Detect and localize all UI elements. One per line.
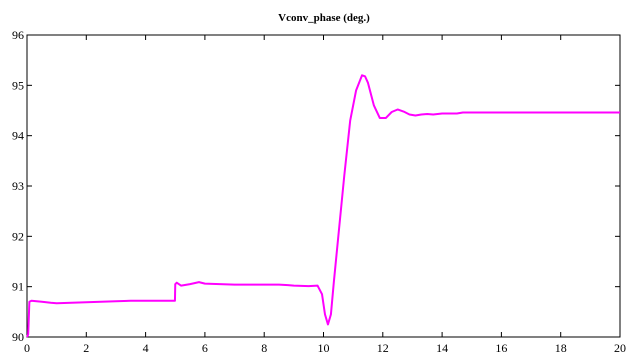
x-tick-label: 6: [202, 341, 208, 355]
series-group: [26, 74, 620, 338]
x-tick-label: 8: [261, 341, 267, 355]
y-tick-label: 94: [12, 129, 24, 143]
x-tick-label: 16: [495, 341, 507, 355]
x-tick-label: 4: [143, 341, 149, 355]
x-tick-label: 0: [24, 341, 30, 355]
y-tick-label: 95: [12, 78, 24, 92]
x-tick-label: 10: [318, 341, 330, 355]
y-tick-label: 92: [12, 229, 24, 243]
plot-axes: 0 2 4 6 8 10 12 14 16 18 20 90 91 92 93 94 95 96: [12, 28, 626, 355]
x-tick-label: 14: [436, 341, 448, 355]
x-tick-label: 12: [377, 341, 389, 355]
y-tick-label: 91: [12, 280, 24, 294]
y-tick-label: 90: [12, 330, 24, 344]
x-tick-label: 18: [555, 341, 567, 355]
x-tick-label: 20: [614, 341, 626, 355]
plot-frame: [26, 34, 621, 338]
y-tick-label: 96: [12, 28, 24, 42]
series-line: [26, 74, 620, 338]
y-tick-label: 93: [12, 179, 24, 193]
x-tick-label: 2: [83, 341, 89, 355]
chart-title: Vconv_phase (deg.): [278, 12, 370, 24]
